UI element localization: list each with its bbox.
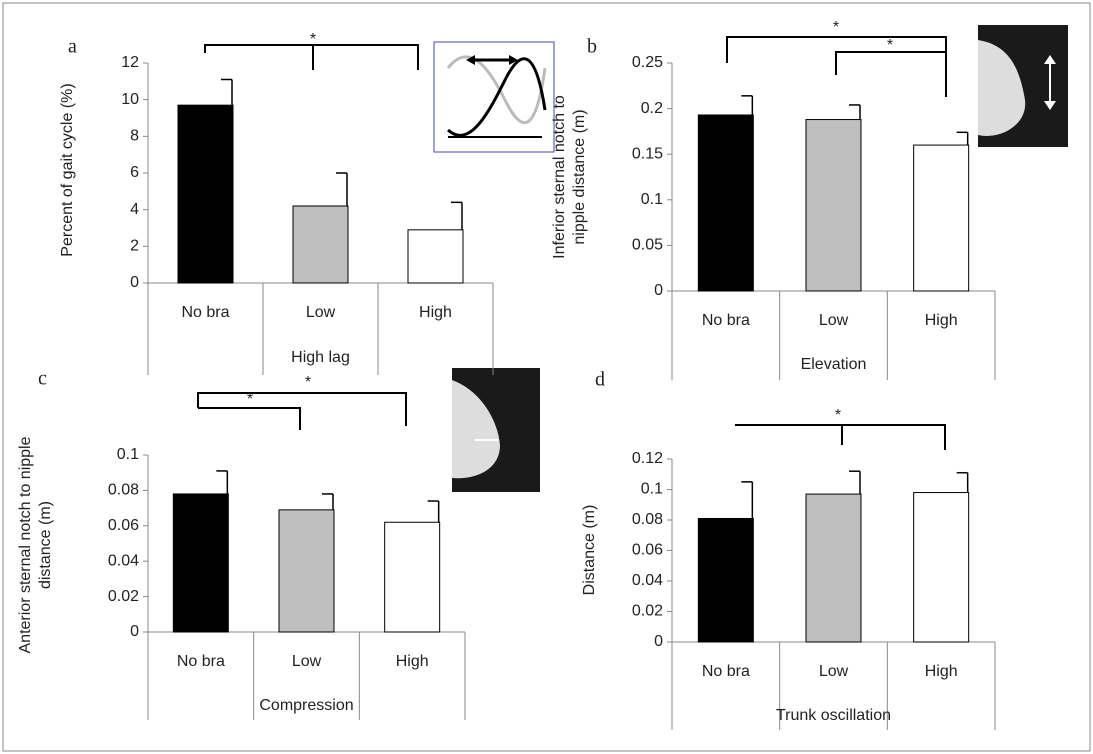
- bar: [805, 493, 862, 643]
- x-tick-label: No bra: [702, 312, 750, 329]
- x-tick-label: High: [419, 304, 452, 321]
- x-axis-label: Trunk oscillation: [776, 707, 891, 724]
- bar: [913, 492, 970, 643]
- panel: d Distance (m) 0 0.02 0.04 0.06 0.08 0.1 0.12 Tru…: [581, 369, 996, 730]
- x-tick-label: High: [925, 312, 958, 329]
- bar: [407, 229, 464, 284]
- x-tick-label: Low: [819, 663, 849, 680]
- bar: [697, 517, 754, 643]
- significance-bracket: [204, 44, 419, 70]
- y-tick-label: 12: [121, 54, 139, 71]
- panel: c Anterior sternal notch to nipple distanc…: [17, 368, 466, 720]
- y-tick-label: 0.12: [632, 450, 663, 467]
- x-axis-label: High lag: [291, 349, 350, 366]
- y-tick-label: 0.25: [632, 54, 663, 71]
- panel-letter: b: [587, 36, 597, 58]
- y-tick-label: 0.2: [641, 100, 663, 117]
- x-axis-label: Compression: [259, 697, 353, 714]
- y-tick-label: 0.05: [632, 237, 663, 254]
- phase-diagram: [433, 41, 555, 153]
- panel: a Percent of gait cycle (%) 0 2 4 6 8 10 12 High …: [59, 31, 494, 375]
- significance-bracket: [197, 392, 407, 426]
- y-tick-label: 0.08: [632, 511, 663, 528]
- y-axis-label: Distance (m): [581, 505, 598, 596]
- y-tick-label: 10: [121, 91, 139, 108]
- bar: [805, 119, 862, 292]
- y-axis-label: Percent of gait cycle (%): [59, 83, 76, 256]
- y-tick-label: 0.1: [641, 191, 663, 208]
- significance-star: *: [887, 37, 893, 54]
- significance-star: *: [833, 19, 839, 36]
- y-tick-label: 0.02: [632, 603, 663, 620]
- x-tick-label: High: [396, 653, 429, 670]
- panel: b Inferior sternal notch to nipple distanc…: [551, 19, 996, 380]
- panel-letter: a: [68, 36, 77, 58]
- significance-bracket: [198, 407, 301, 430]
- x-tick-label: No bra: [181, 304, 229, 321]
- bar: [292, 205, 349, 284]
- x-tick-label: Low: [292, 653, 322, 670]
- y-tick-label: 0: [654, 633, 663, 650]
- y-tick-label: 0.02: [108, 588, 139, 605]
- y-tick-label: 0.06: [632, 542, 663, 559]
- y-tick-label: 0.15: [632, 145, 663, 162]
- bar: [172, 493, 229, 633]
- y-axis-label: Inferior sternal notch to: [551, 95, 568, 259]
- significance-star: *: [835, 407, 841, 424]
- y-tick-label: 8: [130, 128, 139, 145]
- significance-star: *: [310, 31, 316, 48]
- panel-letter: c: [38, 368, 47, 390]
- y-tick-label: 0.04: [108, 552, 139, 569]
- panel-letter: d: [595, 369, 605, 391]
- y-tick-label: 0.04: [632, 572, 663, 589]
- photo-compression: [452, 368, 540, 492]
- y-tick-label: 0.08: [108, 482, 139, 499]
- y-axis-label: distance (m): [37, 501, 54, 589]
- y-tick-label: 0: [130, 274, 139, 291]
- y-axis-label: Anterior sternal notch to nipple: [17, 436, 34, 653]
- x-tick-label: No bra: [177, 653, 225, 670]
- x-axis-label: Elevation: [801, 356, 867, 373]
- bar: [913, 144, 970, 292]
- significance-bracket: [726, 36, 947, 97]
- significance-bracket: [835, 51, 946, 75]
- x-tick-label: No bra: [702, 663, 750, 680]
- photo-elevation: [978, 25, 1068, 147]
- significance-bracket: [735, 424, 946, 450]
- x-tick-label: High: [925, 663, 958, 680]
- y-tick-label: 2: [130, 238, 139, 255]
- y-tick-label: 0: [654, 282, 663, 299]
- significance-star: *: [305, 374, 311, 391]
- y-tick-label: 0: [130, 623, 139, 640]
- y-tick-label: 0.1: [117, 446, 139, 463]
- significance-star: *: [247, 391, 253, 408]
- bar: [697, 114, 754, 292]
- y-tick-label: 0.1: [641, 481, 663, 498]
- y-tick-label: 4: [130, 201, 139, 218]
- bar: [278, 509, 335, 633]
- y-axis-label: nipple distance (m): [571, 109, 588, 244]
- y-tick-label: 0.06: [108, 517, 139, 534]
- bar: [384, 521, 441, 633]
- x-tick-label: Low: [819, 312, 849, 329]
- y-tick-label: 6: [130, 164, 139, 181]
- bar: [177, 104, 234, 284]
- x-tick-label: Low: [306, 304, 336, 321]
